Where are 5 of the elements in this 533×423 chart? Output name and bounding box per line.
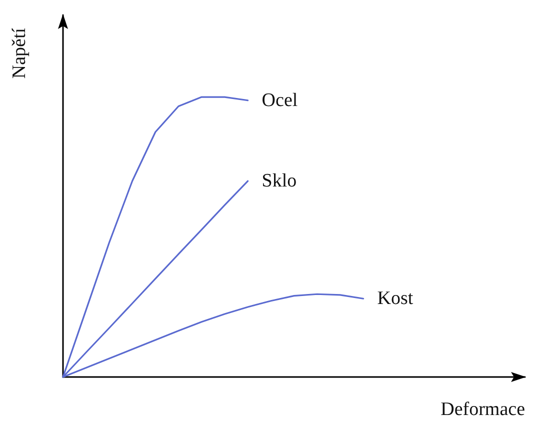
series-label: Ocel (262, 90, 298, 111)
series-label: Sklo (262, 170, 297, 192)
y-axis-title: Napětí (9, 27, 30, 79)
series-label: Kost (377, 288, 414, 310)
x-axis-title: Deformace (440, 399, 526, 420)
